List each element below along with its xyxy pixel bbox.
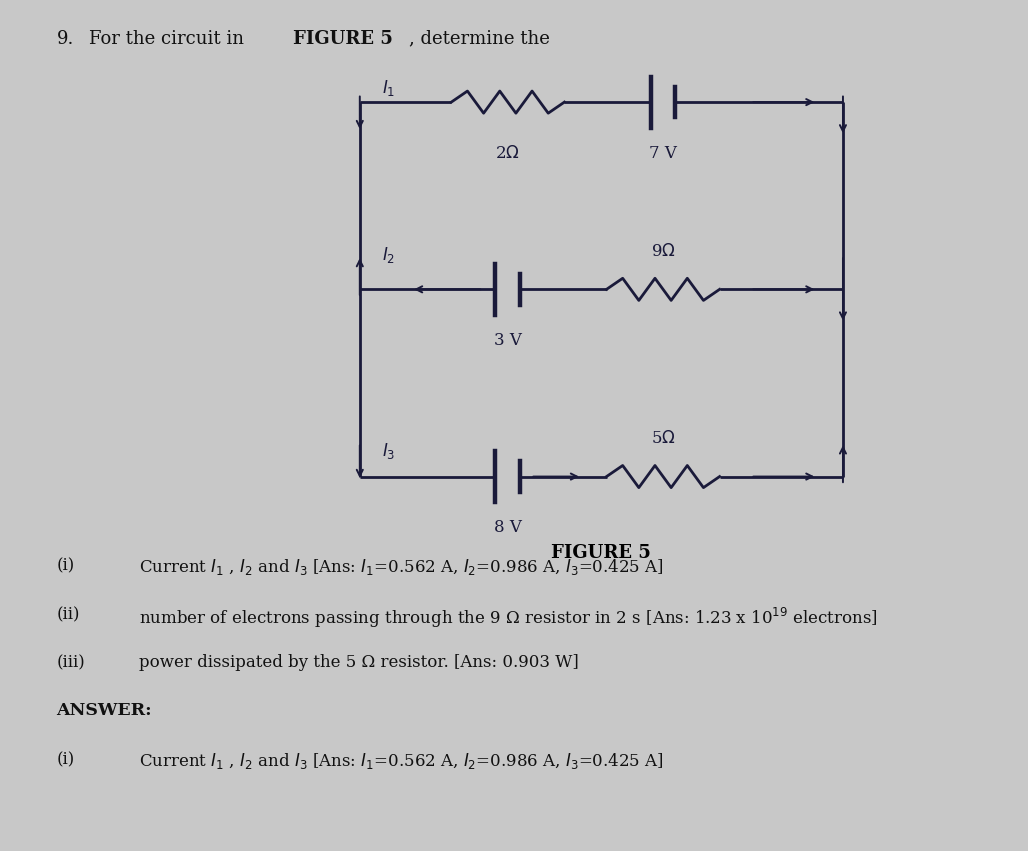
- Text: power dissipated by the 5 Ω resistor. [Ans: 0.903 W]: power dissipated by the 5 Ω resistor. [A…: [139, 654, 579, 671]
- Text: 8 V: 8 V: [493, 519, 522, 536]
- Text: (i): (i): [57, 751, 75, 768]
- Text: 7 V: 7 V: [649, 145, 677, 162]
- Text: $I_2$: $I_2$: [382, 245, 396, 266]
- Text: , determine the: , determine the: [409, 30, 550, 48]
- Text: (ii): (ii): [57, 606, 80, 623]
- Text: For the circuit in: For the circuit in: [89, 30, 250, 48]
- Text: number of electrons passing through the 9 Ω resistor in 2 s [Ans: 1.23 x 10$^{19: number of electrons passing through the …: [139, 606, 878, 630]
- Text: $I_1$: $I_1$: [382, 77, 396, 98]
- Text: $I_3$: $I_3$: [382, 441, 396, 461]
- Text: (iii): (iii): [57, 654, 85, 671]
- Text: ANSWER:: ANSWER:: [57, 702, 152, 719]
- Text: 2$\Omega$: 2$\Omega$: [495, 145, 520, 162]
- Text: FIGURE 5: FIGURE 5: [293, 30, 393, 48]
- Text: 5$\Omega$: 5$\Omega$: [651, 430, 675, 447]
- Text: Current $I_1$ , $I_2$ and $I_3$ [Ans: $I_1$=0.562 A, $I_2$=0.986 A, $I_3$=0.425 : Current $I_1$ , $I_2$ and $I_3$ [Ans: $I…: [139, 557, 664, 578]
- Text: (i): (i): [57, 557, 75, 574]
- Text: 9$\Omega$: 9$\Omega$: [651, 243, 675, 260]
- Text: 3 V: 3 V: [493, 332, 522, 349]
- Text: Current $I_1$ , $I_2$ and $I_3$ [Ans: $I_1$=0.562 A, $I_2$=0.986 A, $I_3$=0.425 : Current $I_1$ , $I_2$ and $I_3$ [Ans: $I…: [139, 751, 664, 772]
- Text: FIGURE 5: FIGURE 5: [551, 544, 652, 563]
- Text: 9.: 9.: [57, 30, 74, 48]
